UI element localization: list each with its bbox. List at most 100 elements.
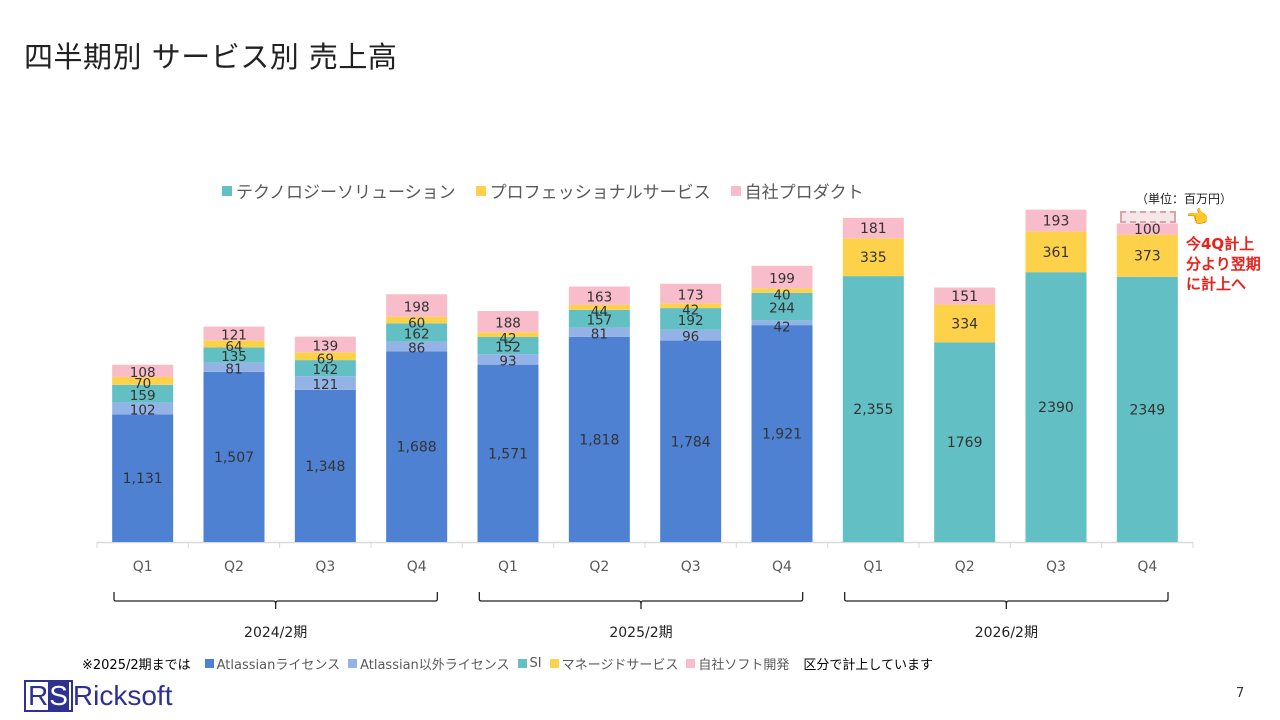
data-label: 1,818 xyxy=(579,432,619,448)
legend-item-si: SI xyxy=(517,656,542,671)
legend-item-atlassian-license: Atlassianライセンス xyxy=(204,654,341,673)
x-tick-label: Q3 xyxy=(315,559,335,575)
bar-segment-managed_pro xyxy=(660,303,722,309)
data-label: 40 xyxy=(773,287,790,303)
bar-segment-atlassian_license xyxy=(751,325,813,542)
legend-label: 自社プロダクト xyxy=(744,183,864,203)
data-label: 1,921 xyxy=(762,427,802,443)
data-label: 70 xyxy=(134,376,151,392)
legend-swatch xyxy=(204,659,214,668)
data-label: 199 xyxy=(769,271,795,287)
footnote-prefix: ※2025/2期までは xyxy=(82,658,191,673)
group-brace xyxy=(844,592,1169,609)
data-label: 198 xyxy=(404,299,430,315)
data-label: 100 xyxy=(1134,222,1161,238)
bar-segment-si_tech xyxy=(660,308,722,330)
bar-segment-own_product xyxy=(568,286,630,305)
legend-label: 自社ソフト開発 xyxy=(698,658,790,673)
bar-segment-si_tech xyxy=(842,276,904,542)
bar-segment-atlassian_license xyxy=(477,364,539,542)
bar-segment-managed_pro xyxy=(1025,231,1087,273)
bar-segment-managed_pro xyxy=(386,316,448,324)
data-label: 334 xyxy=(951,316,978,332)
data-label: 81 xyxy=(225,362,242,378)
data-label: 192 xyxy=(678,313,704,329)
legend-item-other-license: Atlassian以外ライセンス xyxy=(348,654,510,673)
bar-segment-own_product xyxy=(477,311,539,333)
deferral-annotation: 今4Q計上 分より翌期 に計上へ xyxy=(1186,234,1276,294)
legend-swatch xyxy=(475,185,486,196)
bar-segment-atlassian_license xyxy=(112,414,174,542)
data-label: 188 xyxy=(495,316,521,332)
x-tick-label: Q4 xyxy=(772,559,792,575)
annotation-line: に計上へ xyxy=(1186,275,1247,293)
x-tick-label: Q1 xyxy=(498,559,518,575)
legend-swatch xyxy=(517,659,527,668)
bar-segment-own_product xyxy=(1116,223,1178,235)
bar-segment-own_product xyxy=(203,326,265,341)
bar-segment-managed_pro xyxy=(1116,234,1178,277)
data-label: 96 xyxy=(682,329,699,345)
group-brace xyxy=(478,592,804,609)
data-label: 42 xyxy=(499,331,516,347)
data-label: 1,131 xyxy=(123,471,163,487)
data-label: 361 xyxy=(1043,245,1070,261)
page-number: 7 xyxy=(1236,686,1245,701)
bar-segment-own_product xyxy=(1025,209,1087,232)
bar-segment-own_product xyxy=(934,287,996,305)
data-label: 64 xyxy=(225,339,242,355)
data-label: 1,348 xyxy=(305,459,345,475)
bar-segment-managed_pro xyxy=(568,304,630,310)
bar-segment-other_license xyxy=(477,354,539,365)
footnote-suffix: 区分で計上しています xyxy=(803,658,934,673)
bar-segment-own_product xyxy=(294,336,356,353)
data-label: 157 xyxy=(586,313,612,329)
data-label: 173 xyxy=(678,288,704,304)
bar-segment-other_license xyxy=(203,362,265,372)
bar-segment-si_tech xyxy=(1025,272,1087,542)
bar-segment-atlassian_license xyxy=(294,389,356,542)
data-label: 69 xyxy=(317,351,334,367)
bar-segment-managed_pro xyxy=(751,288,813,293)
bar-segment-managed_pro xyxy=(294,352,356,361)
data-label: 163 xyxy=(586,290,612,306)
bar-segment-si_tech xyxy=(934,342,996,542)
data-label: 162 xyxy=(404,327,430,343)
x-tick-label: Q1 xyxy=(863,559,883,575)
bar-segment-managed_pro xyxy=(203,340,265,348)
data-label: 102 xyxy=(130,403,156,419)
data-label: 373 xyxy=(1134,249,1161,265)
data-label: 42 xyxy=(682,302,699,318)
bar-segment-managed_pro xyxy=(477,332,539,337)
bar-segment-si_tech xyxy=(751,292,813,321)
legend-item-managed-service: マネージドサービス xyxy=(549,654,678,673)
legend-item-own-software: 自社ソフト開発 xyxy=(686,654,789,673)
legend-label: Atlassianライセンス xyxy=(216,658,341,673)
data-label: 81 xyxy=(591,327,608,343)
unit-label: （単位：百万円） xyxy=(1136,192,1233,206)
data-label: 193 xyxy=(1043,214,1070,230)
bar-segment-si_tech xyxy=(1116,276,1178,542)
group-label: 2025/2期 xyxy=(609,625,672,641)
data-label: 2349 xyxy=(1130,402,1166,418)
bar-segment-other_license xyxy=(294,376,356,390)
bar-segment-own_product xyxy=(386,294,448,317)
legend-swatch xyxy=(549,659,559,668)
data-label: 1,507 xyxy=(214,450,254,466)
footnote: ※2025/2期までは Atlassianライセンス Atlassian以外ライ… xyxy=(82,654,933,673)
data-label: 44 xyxy=(591,304,608,320)
annotation-line: 分より翌期 xyxy=(1186,255,1261,273)
data-label: 108 xyxy=(130,365,156,381)
data-label: 1,571 xyxy=(488,446,528,462)
bar-segment-si_tech xyxy=(477,336,539,355)
data-label: 60 xyxy=(408,316,425,332)
bar-segment-atlassian_license xyxy=(660,340,722,542)
data-label: 244 xyxy=(769,301,795,317)
data-label: 139 xyxy=(312,338,338,354)
bar-segment-own_product xyxy=(751,265,813,289)
data-label: 151 xyxy=(951,289,978,305)
bar-segment-si_tech xyxy=(112,384,174,403)
legend-label: SI xyxy=(529,656,542,671)
bar-segment-own_product xyxy=(112,364,174,377)
bar-segment-atlassian_license xyxy=(203,371,265,542)
